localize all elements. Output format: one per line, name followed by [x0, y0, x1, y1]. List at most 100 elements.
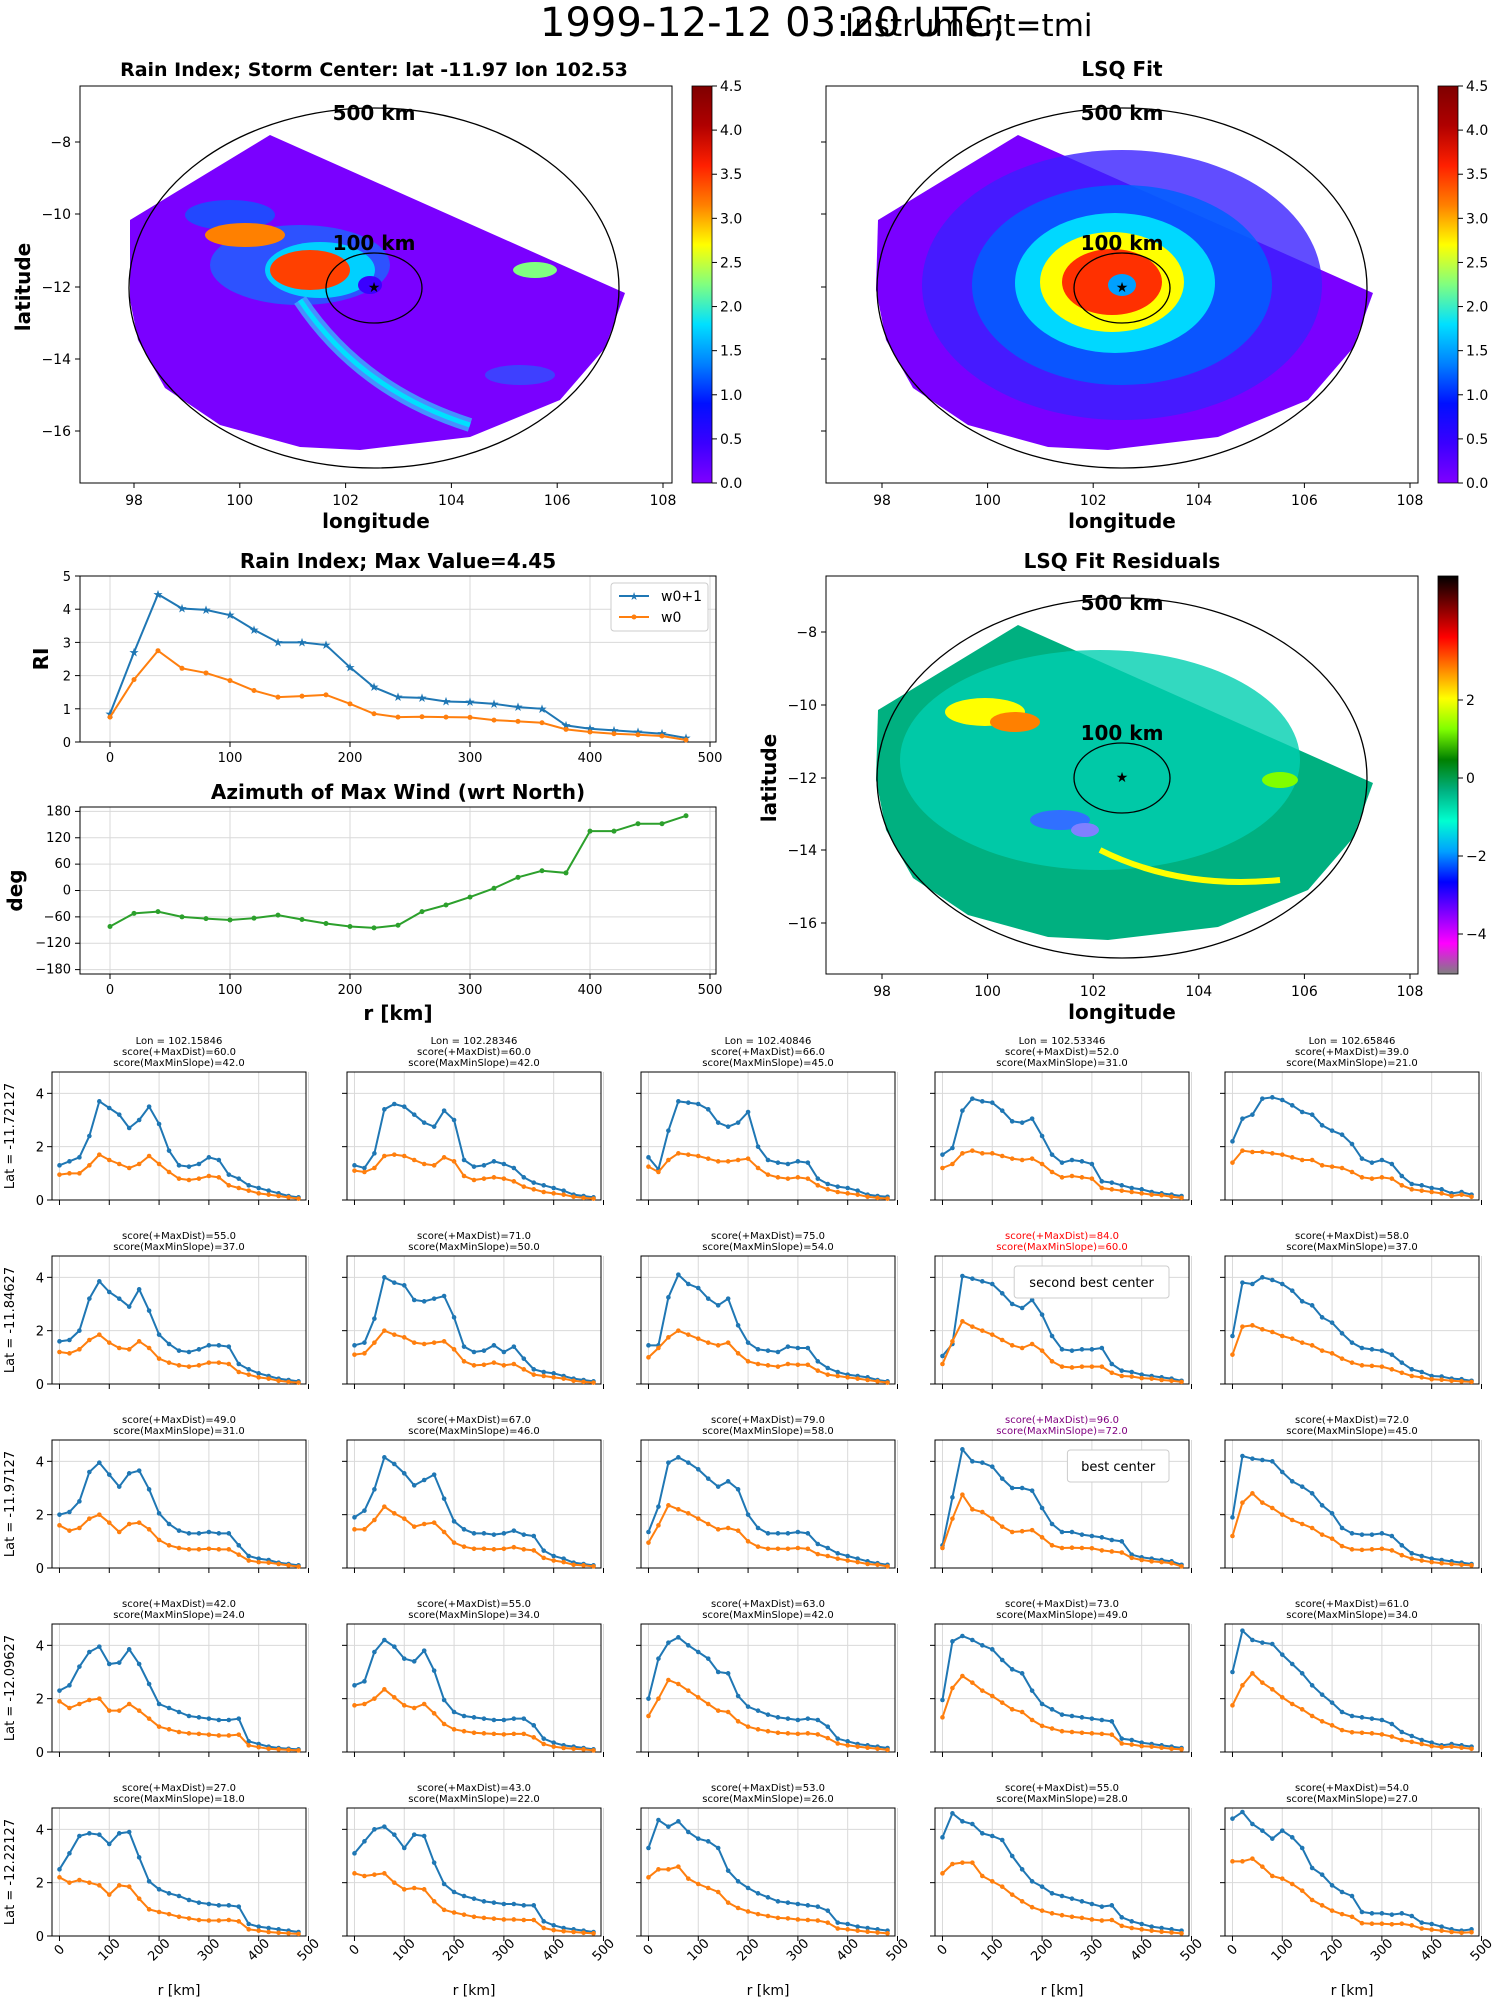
series-w0plus1-point — [795, 1345, 801, 1351]
series-w0plus1-point — [1039, 1505, 1045, 1511]
series-w0-point — [156, 1724, 162, 1729]
series-w0-point — [785, 1731, 791, 1736]
series-w0-point — [705, 1701, 711, 1707]
series-w0-point — [1099, 1918, 1105, 1923]
series-w0-point — [1289, 1336, 1295, 1341]
series-w0plus1-point — [1019, 1867, 1025, 1872]
series-w0-point — [352, 1871, 357, 1876]
series-w0-point — [1049, 1911, 1055, 1916]
residual-positive — [1262, 772, 1298, 788]
series-w0-point — [1079, 1545, 1085, 1551]
series-w0plus1-point — [491, 1343, 497, 1348]
x-tick-label: 100 — [1269, 1936, 1297, 1964]
series-w0-point — [471, 1546, 477, 1552]
series-w0-point — [865, 1377, 870, 1383]
series-w0-point — [296, 1748, 301, 1753]
series-w0plus1-point — [1089, 1533, 1095, 1539]
series-w0plus1-point — [166, 1705, 172, 1711]
series-w0-point — [725, 1525, 731, 1531]
series-w0plus1-point — [392, 1644, 397, 1649]
series-w0-point — [561, 1192, 566, 1197]
x-tick-label: 200 — [338, 751, 363, 766]
series-w0-point — [676, 1328, 681, 1333]
candidate-panel: score(+MaxDist)=73.0score(MaxMinSlope)=4… — [930, 1599, 1192, 1757]
x-tick-label: 400 — [578, 983, 603, 998]
colorbar-tick-label: 2.5 — [1466, 255, 1488, 271]
series-w0-point — [1109, 1187, 1115, 1192]
series-w0-point — [646, 1355, 651, 1360]
series-w0plus1-point — [1379, 1717, 1385, 1723]
series-w0-point — [246, 1372, 252, 1377]
series-w0plus1-point — [401, 1283, 407, 1288]
series-w0-point — [1109, 1370, 1115, 1376]
x-tick-label: 0 — [347, 1942, 363, 1958]
series-w0-point — [196, 1363, 202, 1368]
series-w0plus1-point — [845, 1921, 850, 1927]
series-w0plus1-point — [511, 1901, 517, 1907]
series-w0-point — [725, 1159, 731, 1164]
series-w0-point — [1069, 1729, 1075, 1735]
series-w0-point — [1149, 1744, 1154, 1749]
series-w0plus1-point — [491, 1532, 497, 1537]
series-w0-point — [347, 701, 353, 707]
series-w0-point — [1169, 1746, 1174, 1752]
residuals-map: LSQ Fit Residuals 500 km 100 km ★ 98 100 1… — [757, 549, 1487, 1024]
azimuth-chart-title: Azimuth of Max Wind (wrt North) — [211, 780, 585, 804]
series-w0-point — [176, 1176, 182, 1181]
series-w0plus1-point — [1169, 1927, 1174, 1932]
series-w0-point — [206, 1918, 212, 1923]
series-w0-point — [481, 1915, 487, 1921]
series-w0plus1-point — [1139, 1187, 1144, 1192]
series-w0plus1-point — [1049, 1333, 1055, 1339]
axes-frame — [934, 1255, 1190, 1385]
series-w0-point — [686, 1152, 691, 1157]
series-w0-point — [246, 1927, 252, 1932]
series-w0plus1-point — [1059, 1529, 1065, 1535]
series-w0-point — [146, 1527, 152, 1532]
series-w0plus1-point — [825, 1908, 831, 1913]
series-w0-point — [745, 1156, 751, 1161]
series-w0plus1-point — [246, 1367, 252, 1372]
panel-header-line: score(MaxMinSlope)=72.0 — [996, 1426, 1127, 1437]
series-w0plus1-point — [461, 1344, 467, 1349]
series-w0plus1-point — [1059, 1160, 1065, 1165]
panel-header-line: score(+MaxDist)=96.0 — [1005, 1415, 1119, 1426]
series-w0-point — [581, 1379, 586, 1385]
series-w0-point — [246, 1743, 252, 1748]
series-w0-point — [1419, 1741, 1425, 1747]
series-w0plus1-point — [126, 1829, 132, 1835]
series-w0plus1-point — [1009, 1301, 1015, 1307]
x-tick-label: 100 — [218, 983, 243, 998]
panel-header-line: Lon = 102.53346 — [1019, 1036, 1106, 1047]
series-w0-point — [666, 1867, 671, 1872]
panel-header-line: score(MaxMinSlope)=42.0 — [702, 1610, 833, 1621]
candidate-panel: Lon = 102.40846score(+MaxDist)=66.0score… — [636, 1036, 898, 1205]
series-w0plus1-point — [1089, 1901, 1095, 1907]
x-tick-label: 0 — [106, 751, 114, 766]
series-w0-point — [372, 1872, 377, 1877]
series-w0plus1-point — [186, 1713, 192, 1719]
series-w0plus1-point — [980, 1460, 985, 1465]
series-w0-point — [1029, 1527, 1035, 1533]
series-w0-point — [1099, 1185, 1105, 1191]
panel-header-line: score(+MaxDist)=67.0 — [417, 1415, 531, 1426]
series-w0plus1-point — [735, 1120, 741, 1125]
series-w0-point — [1089, 1731, 1095, 1736]
series-w0-point — [551, 1558, 556, 1563]
x-tick-label: 400 — [578, 751, 603, 766]
series-w0-point — [980, 1509, 985, 1515]
series-w0-point — [999, 1337, 1005, 1343]
series-w0plus1-point — [216, 1903, 222, 1908]
series-w0plus1-point — [1319, 1123, 1325, 1128]
series-w0-point — [1250, 1323, 1255, 1328]
series-w0-point — [296, 1931, 301, 1937]
series-w0plus1-point — [815, 1541, 821, 1547]
series-w0-point — [226, 1361, 232, 1367]
series-w0plus1-point — [1389, 1721, 1395, 1727]
series-w0plus1-point — [541, 1736, 547, 1741]
series-w0-point — [1419, 1926, 1425, 1931]
series-w0-point — [511, 1179, 517, 1184]
series-w0plus1-point — [1270, 1836, 1275, 1841]
x-tick-label: 500 — [1468, 1936, 1496, 1964]
series-w0plus1-point — [226, 1717, 232, 1723]
